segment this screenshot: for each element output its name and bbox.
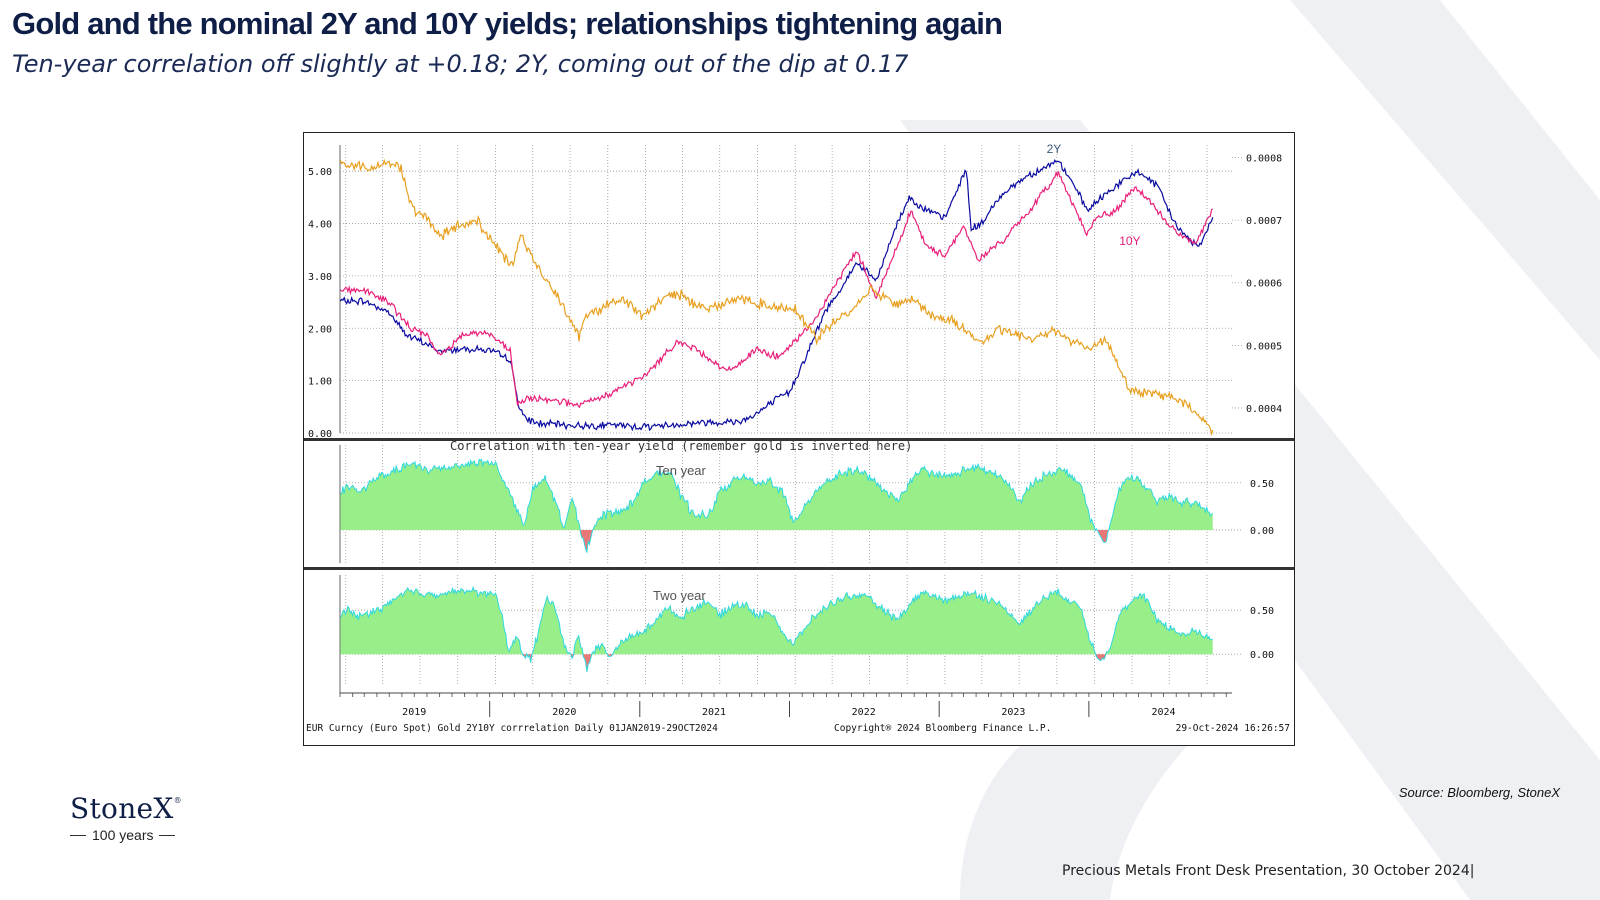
two-year-label: Two year xyxy=(653,588,706,603)
ten-year-negative-area xyxy=(340,530,1213,552)
panel-divider-bottom xyxy=(304,567,1294,570)
logo-registered-mark: ® xyxy=(173,796,182,805)
x-axis: 2019 2020 2021 2022 2023 2024 EUR Curncy (Euro… xyxy=(306,692,1290,734)
two-year-negative-area xyxy=(340,654,1213,672)
two-year-positive-area xyxy=(340,587,1213,655)
panel-divider-top xyxy=(304,438,1294,441)
slide-subtitle: Ten-year correlation off slightly at +0.… xyxy=(12,50,909,78)
right-tick-label: 0.0005 xyxy=(1246,341,1282,352)
label-2y: 2Y xyxy=(1047,142,1062,156)
stonex-logo: StoneX® 100 years xyxy=(70,792,200,843)
right-tick-label: 0.0007 xyxy=(1246,216,1282,227)
chart-footer-copyright: Copyright® 2024 Bloomberg Finance L.P. xyxy=(834,723,1051,734)
x-year-label: 2019 xyxy=(402,707,426,718)
ten-year-correlation-line xyxy=(340,458,1214,554)
left-tick-label: 4.00 xyxy=(308,220,332,231)
chart-footer-left: EUR Curncy (Euro Spot) Gold 2Y10Y corrre… xyxy=(306,723,718,734)
label-10y: 10Y xyxy=(1119,234,1140,248)
left-tick-label: 1.00 xyxy=(308,377,332,388)
left-tick-label: 3.00 xyxy=(308,272,332,283)
x-year-label: 2024 xyxy=(1151,707,1175,718)
left-tick-label: 5.00 xyxy=(308,167,332,178)
ten-year-positive-area xyxy=(340,459,1213,530)
x-year-label: 2021 xyxy=(702,707,726,718)
middle-panel-title: Correlation with ten-year yield (remembe… xyxy=(450,439,912,453)
left-tick-label: 0.00 xyxy=(308,429,332,440)
slide-title: Gold and the nominal 2Y and 10Y yields; … xyxy=(12,6,1003,41)
two-year-tick-label: 0.00 xyxy=(1250,650,1274,661)
right-tick-label: 0.0008 xyxy=(1246,154,1282,165)
chart-footer-timestamp: 29-Oct-2024 16:26:57 xyxy=(1176,723,1290,734)
ten-year-tick-label: 0.00 xyxy=(1250,526,1274,537)
series-10y-line xyxy=(340,170,1214,409)
x-year-label: 2022 xyxy=(852,707,876,718)
two-year-tick-label: 0.50 xyxy=(1250,606,1274,617)
x-year-label: 2020 xyxy=(552,707,576,718)
logo-tagline: 100 years xyxy=(70,827,200,843)
series-gold-inverted-line xyxy=(339,158,1214,437)
x-year-label: 2023 xyxy=(1001,707,1025,718)
two-year-correlation-line xyxy=(339,585,1213,672)
right-tick-label: 0.0006 xyxy=(1246,279,1282,290)
footer-text: Precious Metals Front Desk Presentation,… xyxy=(1062,863,1475,879)
ten-year-label: Ten year xyxy=(656,463,707,478)
chart-svg: 5.00 4.00 3.00 2.00 1.00 0.00 0.0008 0.0007 0.00… xyxy=(304,142,1294,734)
logo-name: StoneX® xyxy=(70,792,182,825)
ten-year-panel: 0.50 0.00 Correlation with ten-year yield … xyxy=(340,439,1274,554)
left-tick-label: 2.00 xyxy=(308,324,332,335)
ten-year-tick-label: 0.50 xyxy=(1250,479,1274,490)
source-note: Source: Bloomberg, StoneX xyxy=(1398,785,1560,800)
two-year-panel: 0.50 0.00 Two year xyxy=(339,585,1274,672)
bloomberg-chart: 5.00 4.00 3.00 2.00 1.00 0.00 0.0008 0.0007 0.00… xyxy=(303,132,1295,746)
right-tick-label: 0.0004 xyxy=(1246,404,1282,415)
top-panel: 5.00 4.00 3.00 2.00 1.00 0.00 0.0008 0.0007 0.00… xyxy=(308,142,1282,440)
series-2y-line xyxy=(339,159,1214,432)
